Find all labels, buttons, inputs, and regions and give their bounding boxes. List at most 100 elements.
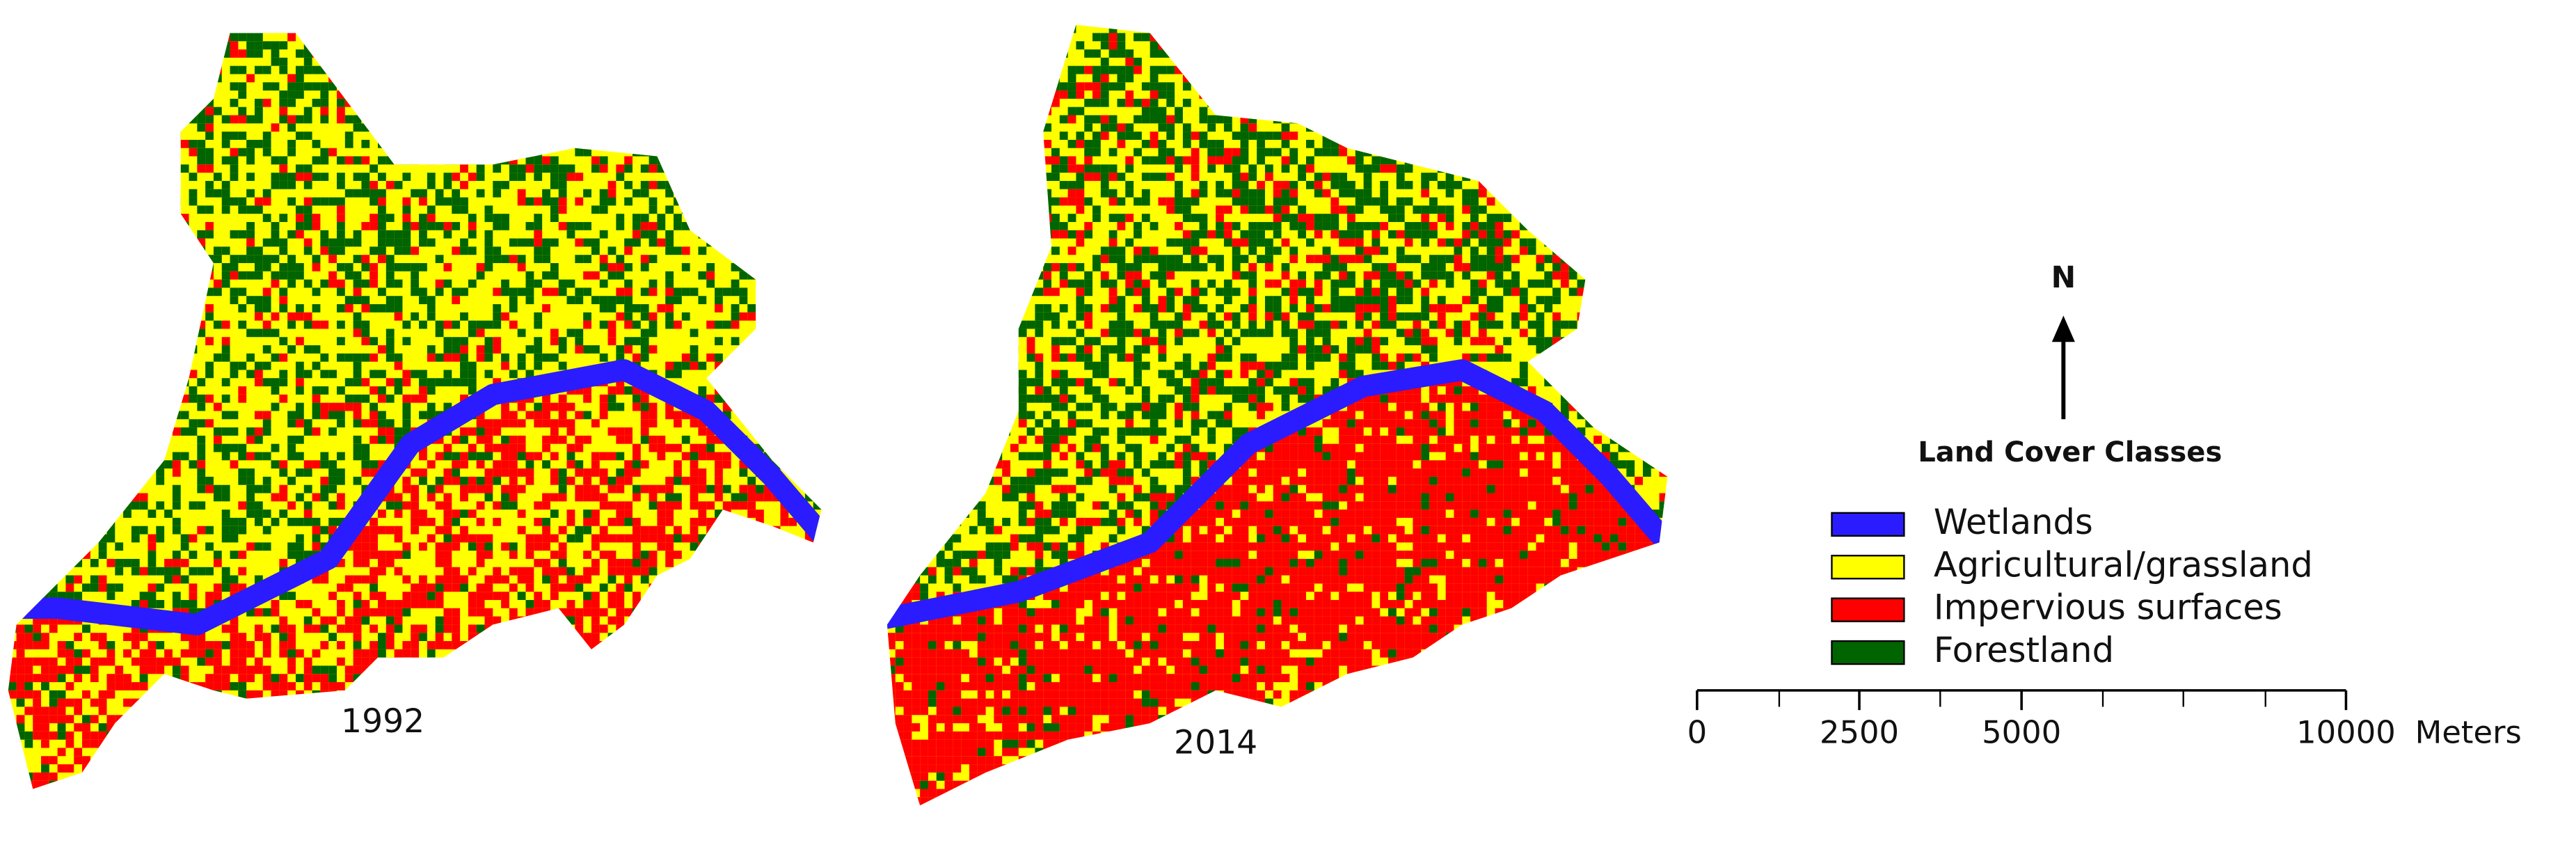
raster-cell [681,772,690,781]
raster-cell [649,205,658,214]
raster-cell [534,255,543,263]
raster-cell [763,624,772,633]
raster-cell [304,797,312,805]
raster-cell [731,262,740,271]
raster-cell [295,452,304,461]
raster-cell [566,534,575,543]
raster-cell [24,205,33,214]
raster-cell [361,764,370,773]
raster-cell [599,205,608,214]
raster-cell [665,633,674,642]
raster-cell [369,353,379,362]
raster-cell [394,238,403,247]
raster-cell [98,731,107,740]
raster-cell [477,789,485,797]
raster-cell [254,98,263,107]
raster-cell [419,214,427,222]
raster-cell [542,657,550,666]
raster-cell [344,304,353,313]
raster-cell [427,345,436,354]
raster-cell [640,616,649,625]
raster-cell [246,370,255,379]
raster-cell [665,271,674,280]
raster-cell [780,510,789,518]
raster-cell [517,526,526,535]
raster-cell [385,378,395,387]
raster-cell [797,772,805,781]
raster-cell [16,575,25,584]
raster-cell [221,197,230,206]
raster-cell [722,599,731,608]
raster-cell [33,641,42,649]
raster-cell [624,386,633,395]
raster-cell [813,230,822,239]
raster-cell [780,378,789,387]
raster-cell [657,534,666,543]
raster-cell [419,394,427,403]
raster-cell [665,320,674,329]
raster-cell [0,329,8,337]
raster-cell [435,82,444,91]
raster-cell [230,173,239,181]
raster-cell [443,558,452,567]
raster-cell [821,518,829,526]
raster-cell [320,616,329,625]
raster-cell [49,197,58,206]
raster-cell [706,501,715,510]
raster-cell [262,287,271,297]
raster-cell [106,115,116,124]
raster-cell [723,789,731,797]
raster-cell [295,115,304,124]
raster-cell [123,468,132,477]
raster-cell [879,66,887,74]
raster-cell [419,599,427,608]
raster-cell [8,797,17,805]
raster-cell [731,715,740,724]
raster-cell [213,641,222,649]
raster-cell [443,173,452,181]
raster-cell [312,649,321,658]
raster-cell [525,649,534,658]
raster-cell [361,378,370,387]
raster-cell [427,592,436,600]
raster-cell [501,657,509,666]
raster-cell [131,698,140,707]
raster-cell [353,599,362,608]
raster-cell [681,189,690,198]
raster-cell [591,641,600,649]
raster-cell [542,353,550,362]
raster-cell [607,246,617,255]
raster-cell [328,238,337,247]
raster-cell [575,624,584,633]
raster-cell [361,608,370,617]
raster-cell [320,476,329,485]
raster-cell [566,33,575,42]
raster-cell [320,789,328,797]
raster-cell [123,57,132,66]
raster-cell [246,690,255,699]
raster-cell [49,616,58,625]
raster-cell [575,641,584,649]
raster-cell [731,608,740,617]
raster-cell [690,567,699,576]
raster-cell [74,41,83,50]
raster-cell [493,715,502,724]
raster-cell [788,329,797,338]
raster-cell [788,764,797,773]
raster-cell [649,780,658,789]
raster-cell [115,180,124,189]
raster-cell [542,460,550,469]
raster-cell [690,517,699,526]
raster-cell [534,592,543,600]
raster-cell [254,329,263,338]
raster-cell [98,756,107,765]
raster-cell [756,558,764,567]
raster-cell [435,353,444,362]
raster-cell [517,484,526,493]
raster-cell [435,123,444,132]
raster-cell [681,534,690,543]
raster-cell [221,353,230,362]
raster-cell [115,49,124,58]
raster-cell [715,526,723,535]
raster-cell [213,665,222,674]
